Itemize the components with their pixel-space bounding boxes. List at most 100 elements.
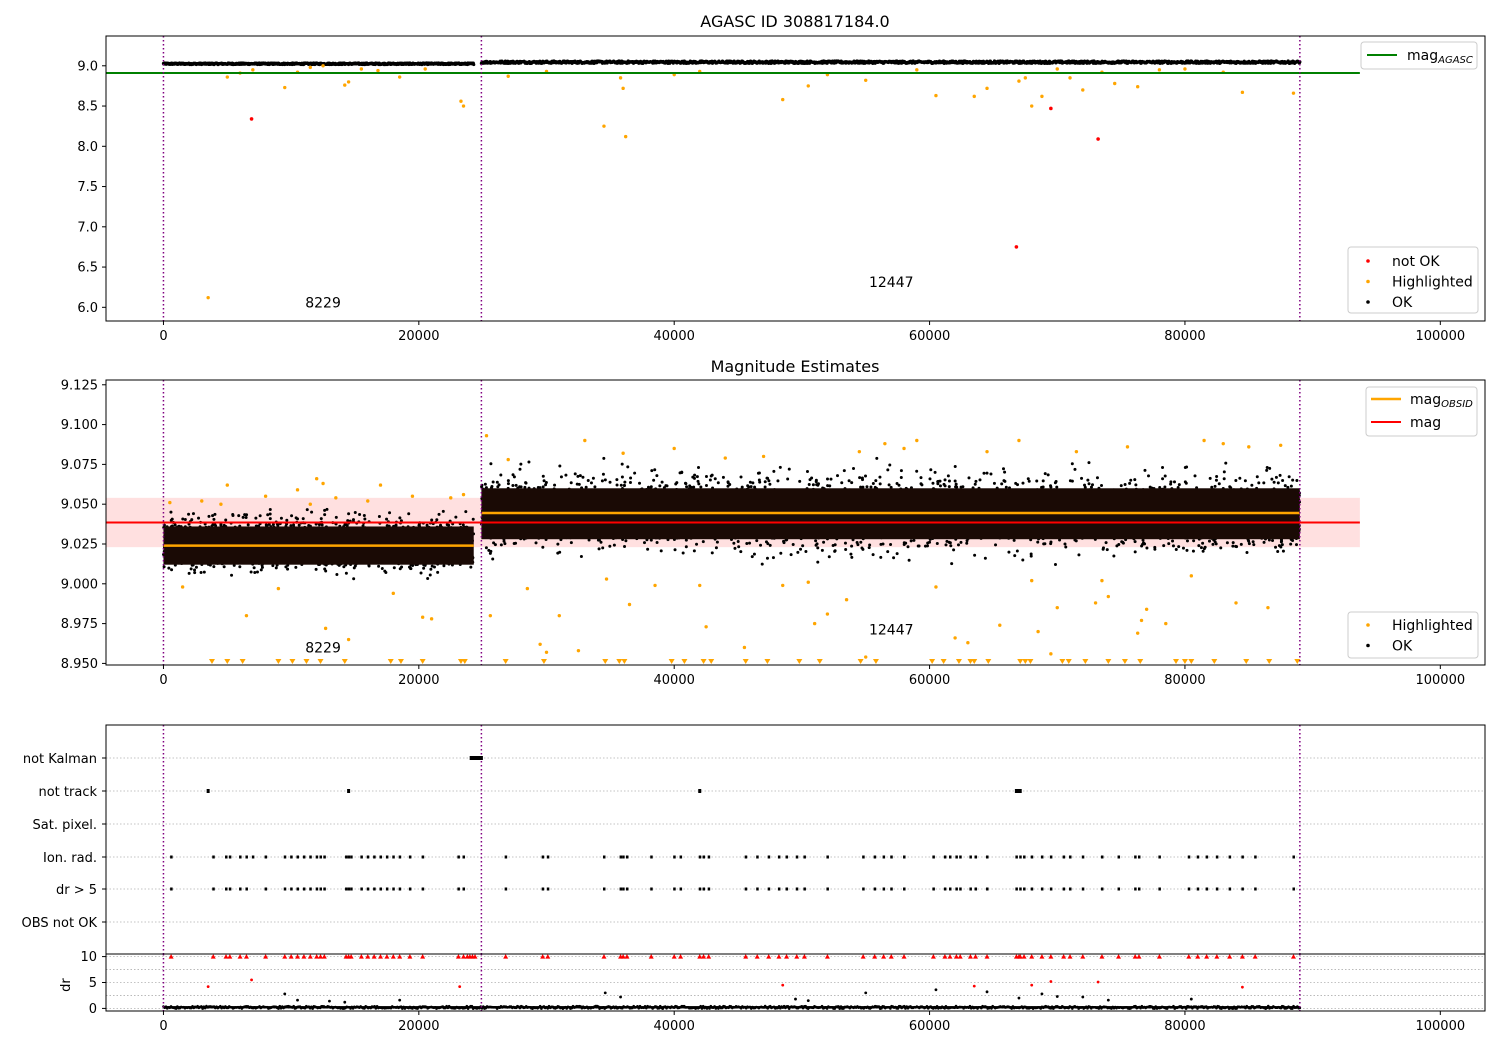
ok-point xyxy=(222,565,226,569)
ok-point xyxy=(660,480,664,484)
highlighted-point xyxy=(376,68,380,73)
ok-point xyxy=(615,478,619,482)
ok-point xyxy=(684,482,688,486)
ok-point xyxy=(260,565,264,569)
ok-point xyxy=(294,565,298,569)
ok-point xyxy=(392,566,396,570)
highlighted-point xyxy=(1183,67,1187,71)
highlighted-point xyxy=(346,80,351,84)
ok-point xyxy=(207,514,211,518)
ok-point xyxy=(1274,545,1278,549)
ok-point xyxy=(541,474,545,478)
ok-point xyxy=(244,516,248,520)
ok-point xyxy=(944,543,948,547)
ok-point xyxy=(822,540,826,544)
highlighted-point xyxy=(1157,68,1162,72)
p1-xtick-label: 80000 xyxy=(1164,329,1205,344)
ok-point xyxy=(943,478,947,482)
highlighted-point xyxy=(459,99,463,103)
ok-point xyxy=(704,474,708,478)
highlighted-point xyxy=(1040,94,1044,99)
ok-point xyxy=(1104,541,1108,545)
obsid-label: 12447 xyxy=(869,275,914,291)
legend-marker xyxy=(1366,300,1370,304)
ok-point xyxy=(230,573,234,577)
p1-ytick-label: 7.0 xyxy=(77,220,98,235)
ok-point xyxy=(615,483,619,487)
ok-point xyxy=(745,542,749,546)
ok-point xyxy=(199,570,203,574)
ok-point xyxy=(947,485,951,489)
ok-point xyxy=(929,468,933,472)
ok-point xyxy=(324,569,328,573)
ok-point xyxy=(1243,479,1247,483)
ok-point xyxy=(1172,480,1176,484)
ok-point xyxy=(829,477,833,481)
ok-point xyxy=(271,523,275,527)
ok-point xyxy=(377,515,381,519)
ok-point xyxy=(1199,546,1203,550)
ok-point xyxy=(162,565,166,569)
ok-point xyxy=(436,570,440,574)
ok-point xyxy=(170,568,174,572)
legend-subscript: AGASC xyxy=(1437,55,1473,66)
ok-point xyxy=(1245,551,1249,555)
ok-point xyxy=(652,478,656,482)
ok-point xyxy=(274,566,278,570)
highlighted-point xyxy=(423,67,427,71)
ok-point xyxy=(1239,542,1243,546)
ok-point xyxy=(213,512,217,516)
p1-ytick-label: 7.5 xyxy=(77,180,98,195)
ok-point xyxy=(915,469,919,473)
ok-point xyxy=(454,515,458,519)
ok-point xyxy=(253,570,257,574)
ok-point xyxy=(1177,483,1181,487)
legend-label: Highlighted xyxy=(1392,275,1473,291)
highlighted-point xyxy=(206,295,210,300)
ok-point xyxy=(409,567,413,571)
highlighted-point xyxy=(915,68,919,72)
highlighted-point xyxy=(806,84,810,88)
ok-point xyxy=(704,483,708,487)
ok-point xyxy=(495,480,499,484)
ok-point xyxy=(985,471,989,475)
p1-xtick-label: 20000 xyxy=(398,329,439,344)
ok-point xyxy=(888,463,892,467)
legend-marker xyxy=(1366,279,1370,284)
highlighted-point xyxy=(781,97,785,102)
ok-point xyxy=(992,481,996,485)
ok-point xyxy=(697,482,701,486)
ok-point xyxy=(1197,544,1201,548)
highlighted-point xyxy=(1030,104,1034,108)
ok-point xyxy=(850,555,854,559)
ok-point xyxy=(852,467,856,471)
ok-point xyxy=(194,565,198,569)
ok-point xyxy=(447,523,451,527)
ok-point xyxy=(181,517,185,521)
ok-point xyxy=(197,516,201,520)
ok-point xyxy=(212,565,216,569)
not-ok-point xyxy=(1049,106,1053,111)
ok-point xyxy=(1193,474,1197,478)
ok-point xyxy=(919,476,923,480)
ok-point xyxy=(191,512,195,516)
ok-point xyxy=(187,512,191,516)
ok-point xyxy=(1287,475,1291,479)
ok-point xyxy=(422,566,426,570)
ok-point xyxy=(751,481,755,485)
ok-point xyxy=(1207,539,1211,543)
ok-point xyxy=(202,570,206,574)
highlighted-point xyxy=(283,85,287,90)
highlighted-point xyxy=(621,86,625,91)
ok-point xyxy=(441,509,445,513)
ok-point xyxy=(268,508,272,512)
highlighted-point xyxy=(506,74,510,78)
ok-point xyxy=(252,566,256,570)
highlighted-point xyxy=(602,124,606,128)
ok-point xyxy=(869,485,873,489)
ok-point xyxy=(268,517,272,521)
ok-point xyxy=(778,465,782,469)
ok-point xyxy=(426,576,430,580)
